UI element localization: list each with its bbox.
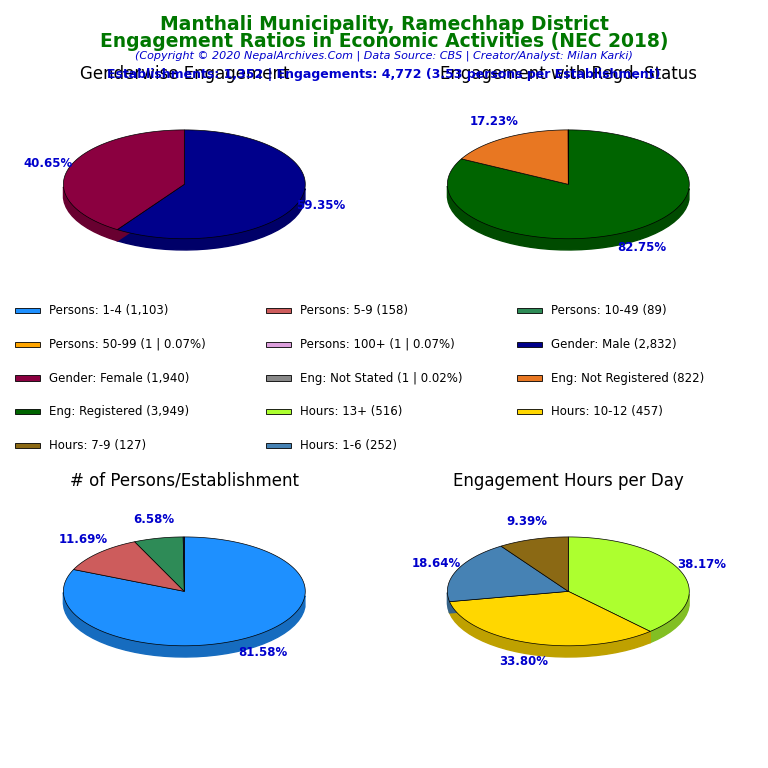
FancyBboxPatch shape [517,409,542,415]
FancyBboxPatch shape [266,308,291,313]
FancyBboxPatch shape [15,342,40,347]
Text: Establishments: 1,352 | Engagements: 4,772 (3.53 persons per Establishment): Establishments: 1,352 | Engagements: 4,7… [108,68,660,81]
Polygon shape [118,184,184,241]
Polygon shape [64,130,184,230]
FancyBboxPatch shape [15,409,40,415]
Polygon shape [449,591,568,613]
Text: Manthali Municipality, Ramechhap District: Manthali Municipality, Ramechhap Distric… [160,15,608,35]
Text: 18.64%: 18.64% [412,557,462,570]
FancyBboxPatch shape [517,342,542,347]
Polygon shape [449,601,650,657]
Text: Eng: Not Registered (822): Eng: Not Registered (822) [551,372,704,385]
Text: 6.58%: 6.58% [133,513,174,526]
Title: Engagement Hours per Day: Engagement Hours per Day [453,472,684,490]
FancyBboxPatch shape [15,443,40,449]
Text: Engagement Ratios in Economic Activities (NEC 2018): Engagement Ratios in Economic Activities… [100,32,668,51]
FancyBboxPatch shape [266,409,291,415]
Polygon shape [64,592,305,657]
Text: Gender: Female (1,940): Gender: Female (1,940) [49,372,190,385]
Polygon shape [448,546,568,601]
Polygon shape [568,591,650,643]
Text: 40.65%: 40.65% [23,157,72,170]
Text: Persons: 100+ (1 | 0.07%): Persons: 100+ (1 | 0.07%) [300,338,455,351]
Polygon shape [134,537,184,591]
Text: Eng: Registered (3,949): Eng: Registered (3,949) [49,406,189,419]
FancyBboxPatch shape [266,376,291,381]
Text: 33.80%: 33.80% [499,654,548,667]
Text: Persons: 10-49 (89): Persons: 10-49 (89) [551,304,667,317]
FancyBboxPatch shape [15,308,40,313]
Polygon shape [568,591,650,643]
Text: Hours: 1-6 (252): Hours: 1-6 (252) [300,439,397,452]
Polygon shape [462,130,568,184]
Polygon shape [64,187,118,241]
Polygon shape [650,594,689,643]
FancyBboxPatch shape [15,376,40,381]
FancyBboxPatch shape [266,342,291,347]
Text: 81.58%: 81.58% [238,647,287,660]
Polygon shape [449,591,650,646]
Text: Persons: 1-4 (1,103): Persons: 1-4 (1,103) [49,304,168,317]
Polygon shape [74,541,184,591]
Polygon shape [501,537,568,591]
Text: 9.39%: 9.39% [506,515,548,528]
Polygon shape [118,184,184,241]
Polygon shape [448,186,689,250]
Text: 59.35%: 59.35% [296,199,346,212]
Text: Gender: Male (2,832): Gender: Male (2,832) [551,338,677,351]
Text: Eng: Not Stated (1 | 0.02%): Eng: Not Stated (1 | 0.02%) [300,372,462,385]
FancyBboxPatch shape [517,376,542,381]
Text: 38.17%: 38.17% [677,558,726,571]
Text: Persons: 5-9 (158): Persons: 5-9 (158) [300,304,408,317]
Polygon shape [448,130,689,239]
Polygon shape [118,130,305,239]
Text: 17.23%: 17.23% [470,115,519,128]
Text: Hours: 13+ (516): Hours: 13+ (516) [300,406,402,419]
Text: 82.75%: 82.75% [617,241,667,253]
Text: Persons: 50-99 (1 | 0.07%): Persons: 50-99 (1 | 0.07%) [49,338,206,351]
Polygon shape [64,537,305,646]
Text: Hours: 7-9 (127): Hours: 7-9 (127) [49,439,146,452]
Title: Engagement with Regd. Status: Engagement with Regd. Status [440,65,697,83]
Title: Genderwise Engagement: Genderwise Engagement [80,65,289,83]
Polygon shape [118,188,305,250]
FancyBboxPatch shape [517,308,542,313]
Text: Hours: 10-12 (457): Hours: 10-12 (457) [551,406,663,419]
Polygon shape [448,593,449,613]
Polygon shape [449,591,568,613]
FancyBboxPatch shape [266,443,291,449]
Polygon shape [568,537,689,631]
Text: 11.69%: 11.69% [58,533,108,546]
Title: # of Persons/Establishment: # of Persons/Establishment [70,472,299,490]
Text: (Copyright © 2020 NepalArchives.Com | Data Source: CBS | Creator/Analyst: Milan : (Copyright © 2020 NepalArchives.Com | Da… [135,51,633,61]
